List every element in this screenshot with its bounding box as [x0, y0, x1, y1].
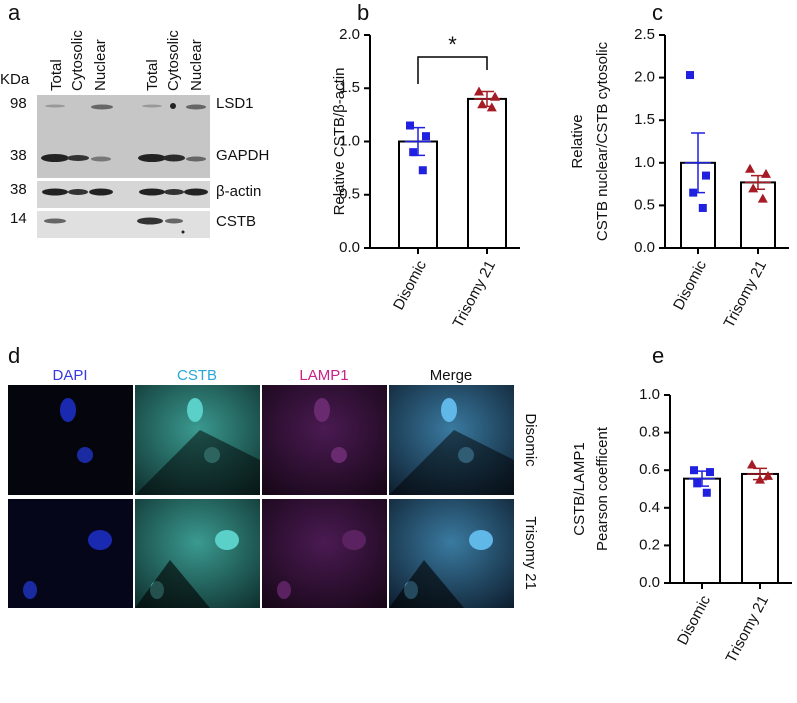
y-tick-label: 1.0: [639, 386, 660, 403]
data-point: [755, 474, 765, 484]
data-point: [477, 99, 488, 109]
data-point: [418, 166, 427, 175]
data-point: [693, 479, 702, 488]
data-point: [702, 171, 710, 180]
y-tick-label: 0.8: [639, 424, 660, 441]
data-point: [406, 121, 414, 130]
x-tick-label: Disomic: [670, 257, 710, 313]
y-tick-label: 1.5: [339, 79, 360, 96]
panel-label: d: [8, 343, 20, 368]
y-tick-label: 2.0: [339, 26, 360, 43]
y-tick-label: 0.0: [339, 239, 360, 256]
y-tick-label: 0.0: [634, 239, 655, 256]
x-tick-label: Trisomy 21: [720, 258, 770, 331]
data-point: [706, 468, 714, 477]
y-tick-label: 1.5: [634, 111, 655, 128]
error-bar: [685, 132, 711, 194]
bar: [683, 477, 721, 584]
bands: [41, 103, 208, 234]
x-tick-label: Trisomy 21: [722, 593, 772, 666]
error-bar: [745, 174, 771, 190]
lane-label: Cytosolic: [69, 30, 86, 91]
y-tick-label: 0.4: [639, 499, 660, 516]
error-bar: [689, 470, 715, 487]
lane-label: Total: [144, 59, 161, 91]
data-point: [698, 203, 707, 212]
panel-label: c: [652, 0, 663, 25]
row-label: Disomic: [522, 413, 539, 467]
marker-label: 14: [10, 210, 27, 227]
y-tick-label: 0.6: [639, 461, 660, 478]
data-point: [689, 188, 698, 197]
data-point: [490, 91, 500, 101]
unit-label: KDa: [0, 71, 30, 88]
data-point: [409, 148, 418, 157]
blot: [37, 95, 210, 238]
y-tick-label: 0.0: [639, 574, 660, 591]
data-point: [486, 102, 497, 112]
y-tick-label: 2.5: [634, 26, 655, 43]
panel-label: a: [8, 0, 21, 25]
channel-label: CSTB: [177, 367, 217, 384]
channel-label: Merge: [430, 367, 473, 384]
y-tick-label: 0.5: [634, 196, 655, 213]
y-tick-label: 1.0: [634, 154, 655, 171]
panel-label: b: [357, 0, 369, 25]
band-label: β-actin: [216, 183, 261, 200]
data-point: [422, 132, 430, 141]
y-tick-label: 0.2: [639, 536, 660, 553]
bar: [467, 97, 507, 250]
y-axis-label: CSTB/LAMP1: [571, 442, 588, 535]
channel-label: DAPI: [52, 367, 87, 384]
y-axis-label: CSTB nuclear/CSTB cytosolic: [594, 41, 611, 241]
band-label: LSD1: [216, 95, 254, 112]
data-point: [757, 193, 768, 203]
x-tick-label: Trisomy 21: [449, 258, 499, 331]
y-tick-label: 1.0: [339, 132, 360, 149]
row-label: Trisomy 21: [522, 516, 539, 590]
micrographs: [8, 385, 514, 608]
blot-membrane: [37, 95, 210, 178]
bar: [398, 140, 438, 249]
lane-label: Total: [48, 59, 65, 91]
marker-label: 38: [10, 181, 27, 198]
lane-label: Nuclear: [188, 39, 205, 91]
data-point: [761, 168, 771, 178]
marker-label: 98: [10, 95, 27, 112]
y-axis-label: Pearson coefficent: [594, 426, 611, 551]
data-point: [763, 470, 773, 480]
error-bar: [405, 126, 431, 157]
bar: [741, 472, 779, 584]
x-tick-label: Disomic: [390, 257, 430, 313]
x-tick-label: Disomic: [674, 592, 714, 648]
y-axis-label: Relative CSTB/β-actin: [331, 68, 348, 216]
lane-label: Nuclear: [92, 39, 109, 91]
significance-bracket: [417, 56, 488, 84]
y-tick-label: 0.5: [339, 186, 360, 203]
data-point: [702, 488, 711, 497]
channel-label: LAMP1: [299, 367, 348, 384]
y-axis-label: Relative: [569, 114, 586, 168]
band-label: CSTB: [216, 213, 256, 230]
data-point: [686, 71, 694, 80]
significance-label: *: [448, 32, 457, 57]
data-point: [747, 459, 757, 469]
data-point: [474, 86, 484, 96]
panel-label: e: [652, 343, 664, 368]
blot-membrane: [37, 211, 210, 238]
y-tick-label: 2.0: [634, 69, 655, 86]
data-point: [748, 183, 759, 193]
data-point: [690, 466, 698, 475]
blot-membrane: [37, 181, 210, 208]
marker-label: 38: [10, 147, 27, 164]
data-point: [745, 163, 755, 173]
lane-label: Cytosolic: [165, 30, 182, 91]
band-label: GAPDH: [216, 147, 269, 164]
error-bar: [474, 90, 500, 108]
